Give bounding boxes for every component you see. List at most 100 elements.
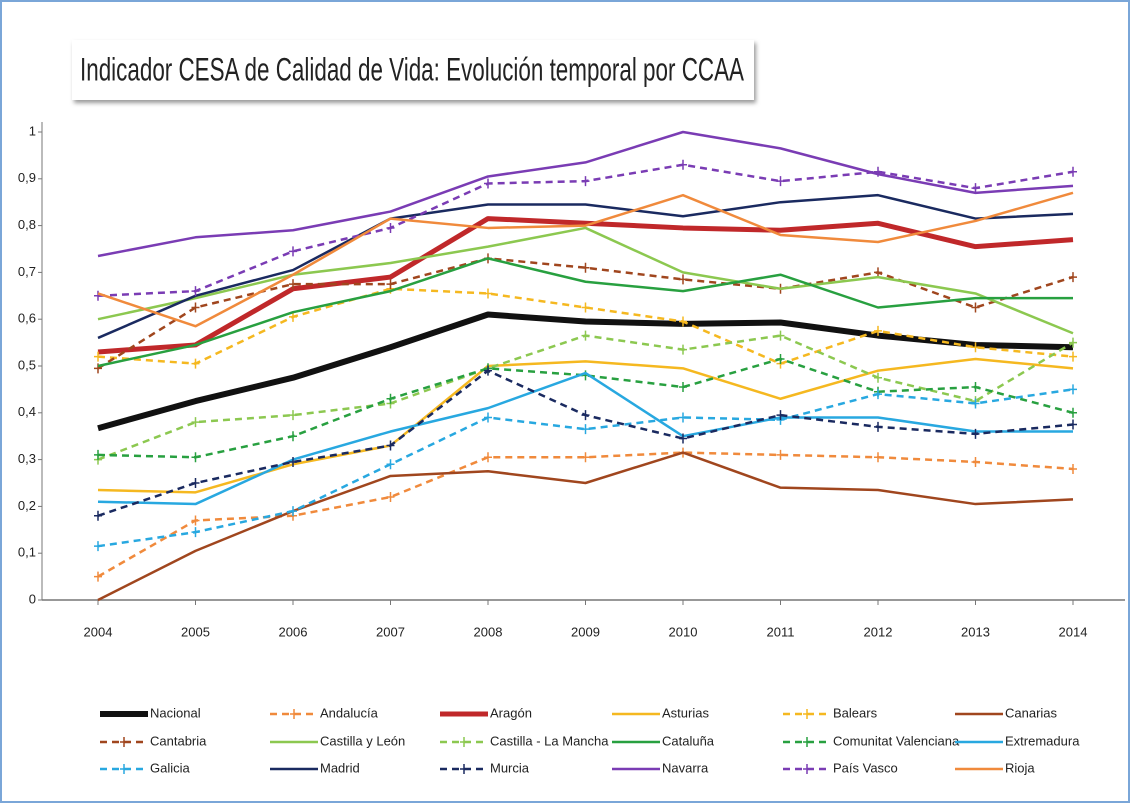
point-marker	[971, 183, 980, 194]
point-marker	[679, 344, 687, 355]
legend-label: Murcia	[490, 760, 530, 775]
legend-label: Rioja	[1005, 760, 1035, 775]
series-line	[97, 193, 1074, 340]
point-marker	[776, 176, 785, 187]
point-marker	[289, 246, 297, 257]
point-marker	[1069, 407, 1077, 418]
point-marker	[581, 330, 590, 341]
legend-marker	[120, 764, 128, 774]
point-marker	[191, 286, 200, 297]
legend-label: Cantabria	[150, 733, 207, 748]
series-line	[97, 216, 1074, 355]
point-marker	[679, 274, 687, 285]
point-marker	[386, 459, 395, 470]
series-line	[97, 388, 1074, 548]
point-marker	[679, 159, 687, 170]
point-marker	[679, 433, 687, 444]
legend-marker	[120, 737, 128, 747]
point-marker	[874, 267, 882, 278]
point-marker	[679, 382, 687, 393]
point-marker	[874, 389, 882, 400]
point-marker	[386, 492, 395, 503]
series-line	[97, 257, 1073, 368]
point-marker	[776, 330, 785, 341]
series-line	[97, 191, 1074, 328]
y-tick-label: 0,7	[18, 264, 36, 279]
title-box	[72, 40, 754, 100]
legend-marker	[290, 709, 298, 719]
x-tick-label: 2012	[864, 624, 893, 639]
point-marker	[874, 166, 882, 177]
x-tick-label: 2007	[376, 624, 405, 639]
point-marker	[289, 431, 297, 442]
y-tick-label: 0,4	[18, 404, 36, 419]
point-marker	[971, 428, 980, 439]
chart-title: Indicador CESA de Calidad de Vida: Evolu…	[80, 51, 744, 87]
y-tick-label: 0	[29, 591, 36, 606]
point-marker	[581, 176, 590, 187]
series-line	[97, 130, 1074, 258]
series-line	[97, 287, 1074, 365]
point-marker	[94, 290, 102, 301]
point-marker	[874, 452, 882, 463]
x-tick-label: 2014	[1059, 624, 1088, 639]
legend-label: País Vasco	[833, 760, 898, 775]
x-tick-label: 2011	[767, 624, 795, 639]
legend-label: Navarra	[662, 760, 709, 775]
point-marker	[94, 541, 102, 552]
legend-marker	[460, 764, 468, 774]
legend-marker	[803, 737, 811, 747]
series-line	[97, 311, 1074, 432]
point-marker	[679, 316, 687, 327]
point-marker	[289, 311, 297, 322]
point-marker	[484, 452, 492, 463]
point-marker	[971, 398, 980, 409]
point-marker	[94, 351, 102, 362]
point-marker	[289, 279, 297, 290]
legend-label: Cataluña	[662, 733, 715, 748]
legend-label: Comunitat Valenciana	[833, 733, 960, 748]
legend-label: Madrid	[320, 760, 360, 775]
point-marker	[191, 302, 200, 313]
point-marker	[1069, 337, 1077, 348]
point-marker	[971, 382, 980, 393]
legend-marker	[803, 764, 811, 774]
point-marker	[191, 417, 200, 428]
legend-label: Castilla - La Mancha	[490, 733, 609, 748]
point-marker	[874, 372, 882, 383]
point-marker	[874, 421, 882, 432]
point-marker	[191, 515, 200, 526]
point-marker	[191, 527, 200, 538]
point-marker	[1069, 419, 1077, 430]
point-marker	[289, 506, 297, 517]
y-tick-label: 0,8	[18, 217, 36, 232]
point-marker	[386, 222, 395, 233]
legend-marker	[460, 737, 468, 747]
point-marker	[1069, 384, 1077, 395]
legend-label: Asturias	[662, 705, 709, 720]
point-marker	[1069, 351, 1077, 362]
x-tick-label: 2009	[571, 624, 600, 639]
point-marker	[581, 302, 590, 313]
point-marker	[484, 178, 492, 189]
point-marker	[776, 353, 785, 364]
point-marker	[386, 440, 395, 451]
point-marker	[289, 410, 297, 421]
legend-label: Balears	[833, 705, 878, 720]
x-tick-label: 2004	[84, 624, 113, 639]
point-marker	[874, 325, 882, 336]
legend-marker	[803, 709, 811, 719]
point-marker	[1069, 463, 1077, 474]
point-marker	[94, 571, 102, 582]
x-tick-label: 2013	[961, 624, 990, 639]
x-tick-label: 2008	[474, 624, 503, 639]
legend-label: Extremadura	[1005, 733, 1080, 748]
point-marker	[776, 449, 785, 460]
legend-label: Andalucía	[320, 705, 379, 720]
point-marker	[581, 424, 590, 435]
point-marker	[484, 365, 492, 376]
legend-label: Galicia	[150, 760, 191, 775]
point-marker	[191, 452, 200, 463]
point-marker	[386, 393, 395, 404]
